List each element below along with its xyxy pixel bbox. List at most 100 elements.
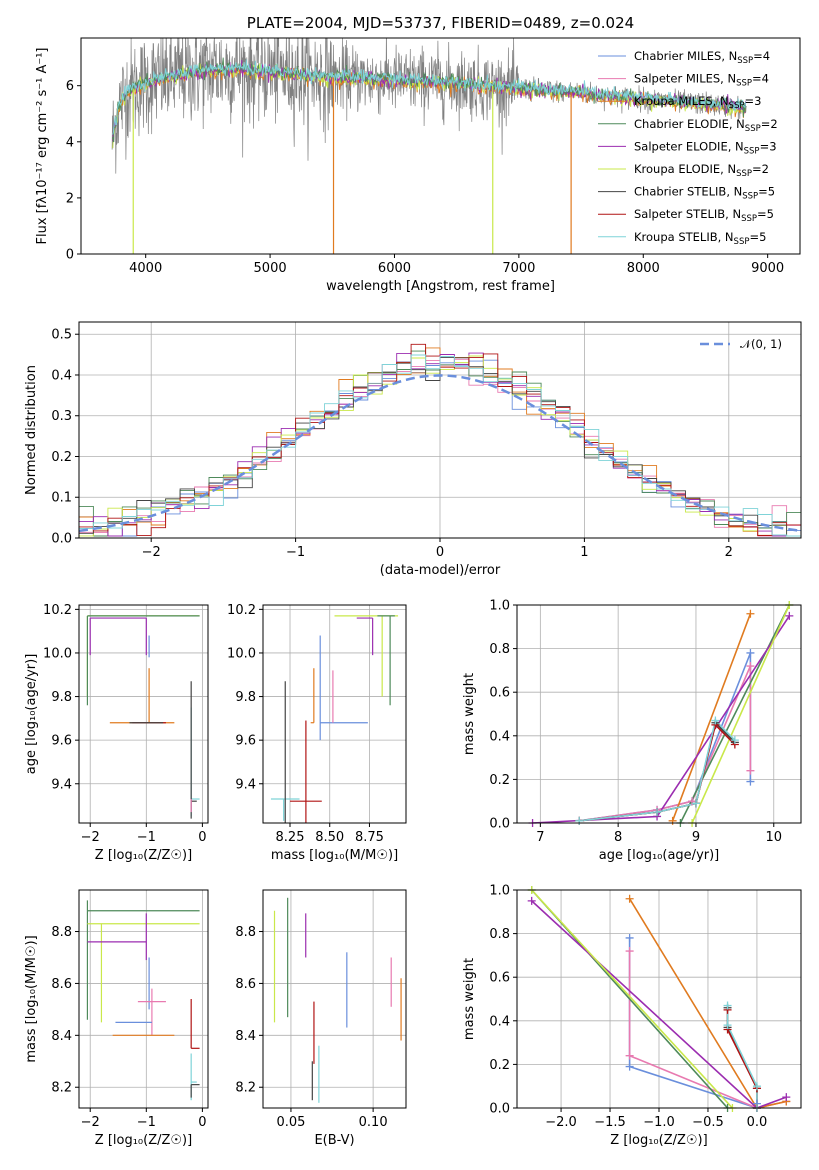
errorbar-point-chabrier_elodie xyxy=(377,615,395,706)
grid-age_vs_mass xyxy=(263,605,406,823)
plot-area-spectrum xyxy=(111,38,747,254)
errorbar-point-chabrier_elodie xyxy=(86,900,200,1020)
grid-weight_vs_age xyxy=(517,604,801,824)
y-tick-label: 10.0 xyxy=(43,646,72,661)
series-kroupa_elodie xyxy=(531,890,733,1108)
y-tick-label: 8.6 xyxy=(235,977,256,992)
marker-kroupa_stelib xyxy=(723,1001,732,1010)
y-tick-label: 8.6 xyxy=(51,977,72,992)
x-tick-label: −1.5 xyxy=(594,1115,626,1130)
x-tick-label: 8000 xyxy=(627,261,660,276)
legend: Chabrier MILES, NSSP=4 Salpeter MILES, NS… xyxy=(598,49,778,247)
x-tick-label: −1 xyxy=(137,1115,156,1130)
y-tick-label: 6 xyxy=(66,79,74,94)
y-tick-label: 9.6 xyxy=(235,734,256,749)
errorbar-point-salpeter_miles xyxy=(137,988,166,1036)
y-tick-label: 10.2 xyxy=(43,603,72,618)
panel-mass_vs_ebv: 0.05 0.10 8.2 8.4 8.6 8.8 E(B-V) xyxy=(235,889,407,1148)
marker-salpeter_miles xyxy=(746,766,755,775)
x-tick-label: 8.75 xyxy=(355,830,384,845)
errorbar-point-chabrier_stelib xyxy=(190,681,197,819)
errorbar-point-kroupa_elodie xyxy=(334,615,399,697)
x-tick-label: −2 xyxy=(142,545,161,560)
axes-frame xyxy=(78,889,209,1109)
y-tick-label: 1.0 xyxy=(489,599,510,614)
panel-age_vs_Z: −2 −1 0 9.4 9.6 9.8 10.0 10.2 Z [log₁₀(Z/Z☉)] age… xyxy=(24,603,209,863)
legend-label: Salpeter STELIB, NSSP=5 xyxy=(634,207,774,224)
y-tick-label: 1.0 xyxy=(489,884,510,899)
errorbar-point-kroupa_miles xyxy=(310,668,315,724)
y-tick-label: 0.1 xyxy=(51,491,72,506)
y-tick-label: 0.2 xyxy=(51,450,72,465)
series-chabrier_elodie xyxy=(679,605,791,823)
y-axis-label: Flux [fλ10⁻¹⁷ erg cm⁻² s⁻¹ A⁻¹] xyxy=(35,48,50,245)
x-tick-label: 0 xyxy=(198,1115,206,1130)
marker-salpeter_elodie xyxy=(782,1093,791,1102)
x-axis-label: wavelength [Angstrom, rest frame] xyxy=(326,279,555,294)
x-tick-label: 6000 xyxy=(378,261,411,276)
x-tick-label: 8.25 xyxy=(276,830,305,845)
series-kroupa_miles xyxy=(628,898,787,1108)
marker-chabrier_miles xyxy=(746,648,755,657)
plot-area-residuals xyxy=(79,343,801,538)
marker-kroupa_stelib xyxy=(730,736,739,745)
y-tick-label: 0.6 xyxy=(489,971,510,986)
errorbar-point-kroupa_elodie xyxy=(86,615,200,697)
x-tick-label: −2 xyxy=(81,830,100,845)
y-tick-label: 8.8 xyxy=(51,925,72,940)
y-tick-label: 0.0 xyxy=(51,532,72,547)
y-tick-label: 4 xyxy=(66,135,74,150)
series-kroupa_elodie xyxy=(691,605,791,823)
axes-frame xyxy=(80,37,801,255)
x-tick-label: 10 xyxy=(765,830,782,845)
x-tick-label: 0.05 xyxy=(276,1115,305,1130)
errorbar-point-chabrier_miles xyxy=(319,635,368,741)
x-axis-label: mass [log₁₀(M/M☉)] xyxy=(271,848,398,863)
legend-label: Chabrier ELODIE, NSSP=2 xyxy=(634,117,778,134)
marker-chabrier_miles xyxy=(746,777,755,786)
series-salpeter_miles xyxy=(579,665,752,822)
x-tick-label: 7 xyxy=(536,830,544,845)
legend-label: Salpeter MILES, NSSP=4 xyxy=(634,72,769,89)
errorbar-point-kroupa_stelib xyxy=(190,707,200,817)
x-axis-label: age [log₁₀(age/yr)] xyxy=(599,848,720,863)
panel-residuals: −2 −1 0 1 2 0.0 0.1 0.2 0.3 0.4 0.5 (data-model)/er… xyxy=(24,321,802,578)
y-tick-label: 8.4 xyxy=(51,1029,72,1044)
series-chabrier_miles xyxy=(579,652,752,822)
y-tick-label: 8.2 xyxy=(235,1081,256,1096)
y-tick-label: 9.4 xyxy=(51,777,72,792)
y-axis-label: mass weight xyxy=(462,958,477,1040)
y-tick-label: 0.6 xyxy=(489,686,510,701)
y-tick-label: 10.2 xyxy=(227,603,256,618)
marker-salpeter_elodie xyxy=(785,611,794,620)
y-tick-label: 9.6 xyxy=(51,734,72,749)
y-tick-label: 0.2 xyxy=(489,1058,510,1073)
legend-label: 𝒩(0, 1) xyxy=(740,337,782,351)
grid-age_vs_Z xyxy=(79,605,208,823)
errorbar-point-salpeter_stelib xyxy=(290,720,322,823)
y-tick-label: 0.8 xyxy=(489,927,510,942)
y-axis-label: age [log₁₀(age/yr)] xyxy=(24,654,39,775)
axes-frame xyxy=(262,889,407,1109)
marker-kroupa_stelib xyxy=(575,816,584,825)
plot-area-mass_vs_ebv xyxy=(273,897,402,1103)
marker-kroupa_miles xyxy=(746,609,755,618)
plot-area-age_vs_Z xyxy=(86,615,200,819)
panel-weight_vs_Z: −2.0 −1.5 −1.0 −0.5 0.0 0.0 0.2 0.4 0.6 0.8 1.0 Z [… xyxy=(462,884,802,1148)
errorbar-point-salpeter_elodie xyxy=(356,617,374,656)
marker-kroupa_miles xyxy=(668,816,677,825)
errorbar-point-salpeter_stelib xyxy=(190,999,200,1049)
x-tick-label: 4000 xyxy=(129,261,162,276)
marker-salpeter_elodie xyxy=(527,896,536,905)
errorbar-point-chabrier_stelib xyxy=(190,1084,200,1098)
y-tick-label: 0 xyxy=(66,248,74,263)
y-tick-label: 0.4 xyxy=(489,729,510,744)
x-tick-label: −2 xyxy=(81,1115,100,1130)
panel-spectrum: 4000 5000 6000 7000 8000 9000 0 2 4 6 wavelength [… xyxy=(35,37,801,294)
y-tick-label: 9.4 xyxy=(235,777,256,792)
x-tick-label: 2 xyxy=(725,545,733,560)
errorbar-point-salpeter_elodie xyxy=(89,617,147,656)
grid-mass_vs_Z xyxy=(79,890,208,1108)
x-tick-label: −1.0 xyxy=(643,1115,675,1130)
